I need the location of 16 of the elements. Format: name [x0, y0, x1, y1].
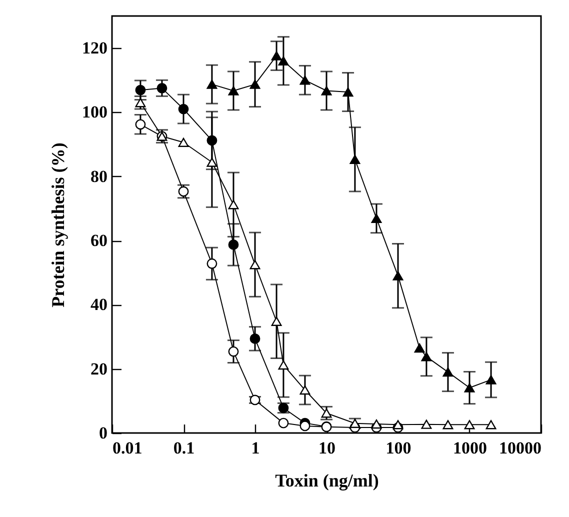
y-axis-title: Protein synthesis (%) [48, 142, 68, 308]
y-tick-label: 20 [90, 359, 108, 378]
y-tick-label: 80 [90, 166, 108, 186]
y-tick-label: 60 [90, 231, 108, 250]
x-tick-label: 100 [386, 438, 412, 458]
x-axis-title: Toxin (ng/ml) [275, 470, 379, 490]
x-tick-label: 10 [318, 438, 336, 458]
y-tick-label: 120 [82, 38, 108, 58]
x-tick-label: 1 [251, 438, 260, 458]
y-tick-label: 100 [82, 102, 108, 122]
y-tick-label: 40 [90, 295, 108, 314]
x-tick-label: 0.1 [173, 438, 195, 458]
x-tick-label: 1000 [453, 438, 487, 458]
x-tick-label: 10000 [499, 438, 542, 458]
y-tick-label: 0 [99, 424, 108, 442]
x-tick-label: 0.01 [112, 438, 142, 458]
